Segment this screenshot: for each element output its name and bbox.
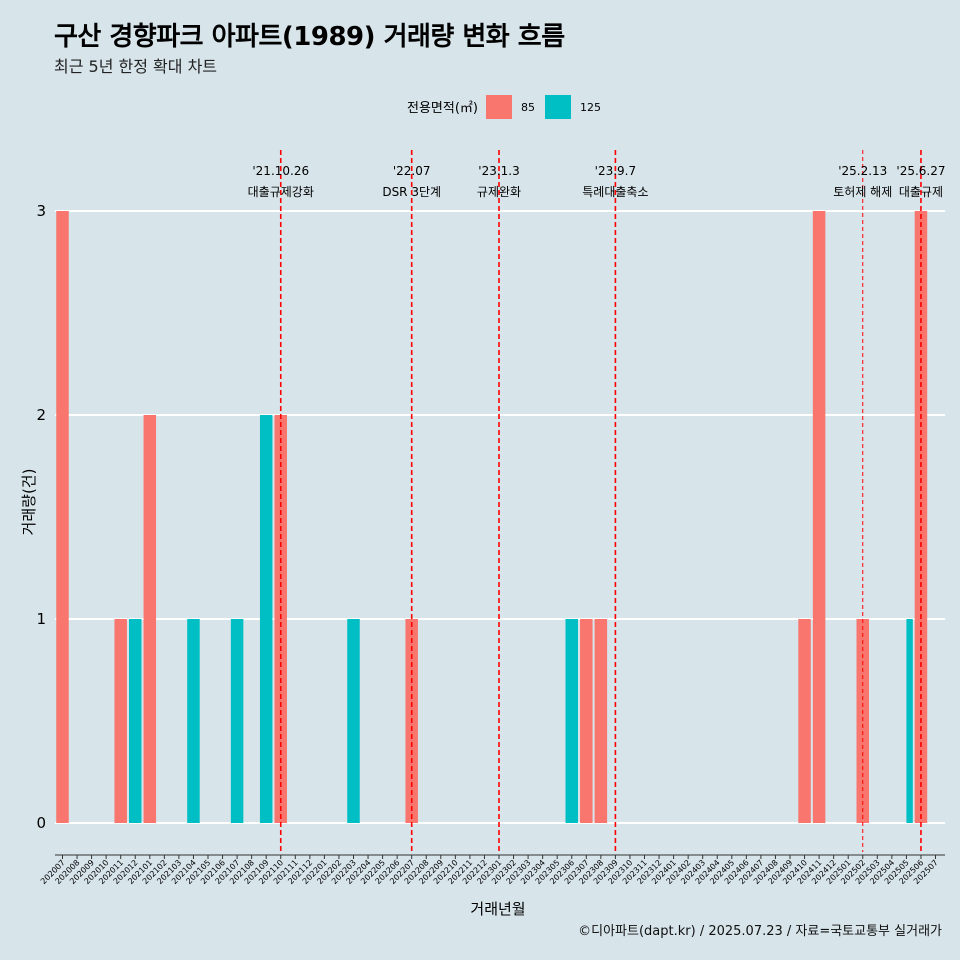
annotation-label-202301: 규제완화 [477, 185, 521, 199]
legend-swatch-125 [545, 95, 571, 119]
legend: 전용면적(㎡) 85 125 [407, 95, 601, 119]
legend-swatch-85 [486, 95, 512, 119]
y-tick-label: 0 [36, 814, 46, 832]
annotation-label-202110: 대출규제강화 [248, 185, 314, 199]
y-axis: 0 1 2 3 거래량(건) [20, 202, 46, 832]
bar-125-202306 [565, 619, 578, 823]
bar-85-202011 [114, 619, 127, 823]
source-caption: ©디아파트(dapt.kr) / 2025.07.23 / 자료=국토교통부 실… [578, 924, 942, 939]
bar-125-202505 [906, 619, 913, 823]
annotation-date-202301: '23.1.3 [478, 164, 519, 178]
annotation-date-202110: '21.10.26 [252, 164, 309, 178]
legend-title: 전용면적(㎡) [407, 101, 478, 116]
page-subtitle: 최근 5년 한정 확대 차트 [54, 57, 218, 76]
x-axis-title: 거래년월 [470, 900, 525, 918]
legend-label-85: 85 [521, 101, 535, 114]
annotation-date-202502: '25.2.13 [838, 164, 887, 178]
bar-125-202107 [230, 619, 244, 823]
bar-125-202203 [347, 619, 360, 823]
y-tick-label: 3 [36, 202, 46, 220]
bar-125-202012 [129, 619, 142, 823]
x-axis: 2020072020082020092020102020112020122021… [39, 854, 945, 918]
annotation-label-202309: 특례대출축소 [582, 185, 648, 199]
annotation-label-202506: 대출규제 [899, 185, 943, 199]
annotation-date-202506: '25.6.27 [896, 164, 945, 178]
annotation-label-202207: DSR 3단계 [382, 185, 441, 199]
annotation-date-202207: '22.07 [393, 164, 431, 178]
bar-85-202307 [580, 619, 593, 823]
y-axis-title: 거래량(건) [20, 469, 38, 536]
grid-lines [55, 210, 945, 824]
bars [56, 211, 928, 823]
annotations: '21.10.26 대출규제강화 '22.07 DSR 3단계 '23.1.3 규제완화 '… [248, 150, 946, 852]
annotation-label-202502: 토허제 해제 [833, 185, 892, 199]
bar-85-202410 [798, 619, 811, 823]
bar-85-202506 [914, 211, 928, 823]
annotation-date-202309: '23.9.7 [595, 164, 636, 178]
bar-85-202411 [812, 211, 826, 823]
bar-125-202109 [259, 415, 273, 823]
page-title: 구산 경향파크 아파트(1989) 거래량 변화 흐름 [54, 22, 565, 52]
y-tick-label: 1 [36, 610, 46, 628]
y-tick-label: 2 [36, 406, 46, 424]
bar-85-202308 [594, 619, 608, 823]
bar-85-202101 [143, 415, 157, 823]
legend-label-125: 125 [580, 101, 601, 114]
bar-125-202104 [187, 619, 200, 823]
bar-85-202007 [56, 211, 69, 823]
